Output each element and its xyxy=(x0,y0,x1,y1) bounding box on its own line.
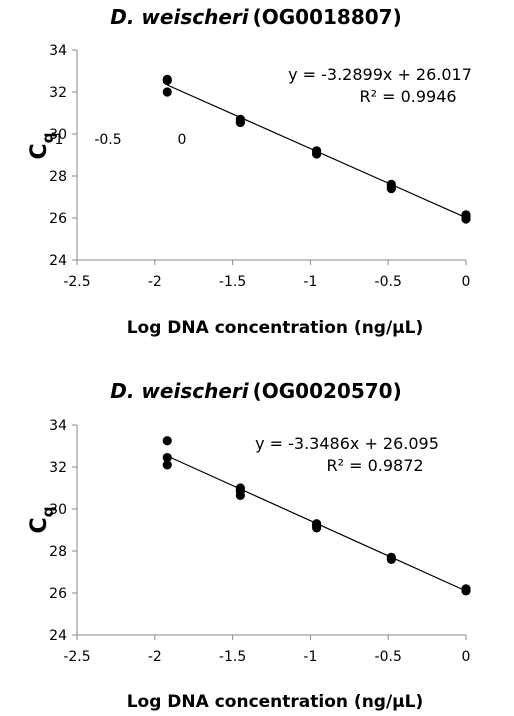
x-tick-label: 0 xyxy=(462,274,471,290)
data-point xyxy=(386,184,396,194)
x-tick-label: -2 xyxy=(148,274,162,290)
x-axis-label: Log DNA concentration (ng/µL) xyxy=(127,692,424,712)
x-tick-label: 0 xyxy=(462,649,471,665)
stray-label-1: 1 xyxy=(55,132,64,148)
y-tick-label: 24 xyxy=(49,253,67,269)
y-tick-label: 34 xyxy=(49,43,67,59)
data-point xyxy=(162,75,172,86)
data-point xyxy=(461,214,471,224)
tick-labels: 24 26 28 30 32 34 -2.5 -2 -1.5 -1 -0.5 0 xyxy=(49,418,470,665)
data-point xyxy=(386,554,396,565)
y-tick-label: 28 xyxy=(49,544,67,560)
data-point xyxy=(235,117,245,128)
x-tick-label: -2 xyxy=(148,649,162,665)
data-points xyxy=(162,436,471,596)
y-tick-label: 26 xyxy=(49,211,67,227)
x-tick-label: -1.5 xyxy=(219,274,246,290)
data-point xyxy=(162,436,172,446)
x-tick-label: -2.5 xyxy=(63,649,90,665)
trendline-equation: y = -3.3486x + 26.095 xyxy=(255,434,439,453)
x-tick-label: -2.5 xyxy=(63,274,90,290)
x-tick-label: -1 xyxy=(303,274,317,290)
data-point xyxy=(312,149,322,159)
axes xyxy=(72,424,467,640)
stray-label-0: 0 xyxy=(178,132,187,148)
y-tick-label: 34 xyxy=(49,418,67,434)
chart-title: D. weischeri (OG0020570) xyxy=(110,379,401,403)
y-tick-label: 32 xyxy=(49,460,67,476)
stray-label-minus-0-5: -0.5 xyxy=(94,132,121,148)
chart-title: D. weischeri (OG0018807) xyxy=(110,5,401,29)
x-tick-label: -1.5 xyxy=(219,649,246,665)
y-tick-label: 26 xyxy=(49,586,67,602)
x-tick-label: -0.5 xyxy=(375,649,402,665)
x-tick-label: -0.5 xyxy=(375,274,402,290)
chart-og0020570: D. weischeri (OG0020570) 24 26 28 30 32 34 -2.5… xyxy=(27,379,471,712)
y-tick-label: 30 xyxy=(49,502,67,518)
y-tick-label: 32 xyxy=(49,85,67,101)
x-tick-label: -1 xyxy=(303,649,317,665)
r-squared: R² = 0.9946 xyxy=(359,87,456,106)
y-tick-label: 28 xyxy=(49,169,67,185)
y-tick-label: 30 xyxy=(49,127,67,143)
tick-labels: 24 26 28 30 32 34 -2.5 -2 -1.5 -1 -0.5 0 xyxy=(49,43,470,290)
y-tick-label: 24 xyxy=(49,628,67,644)
chart-og0018807: D. weischeri (OG0018807) 24 26 28 30 32 34 -2.5… xyxy=(27,5,472,338)
data-point xyxy=(461,586,471,596)
r-squared: R² = 0.9872 xyxy=(326,456,423,475)
x-axis-label: Log DNA concentration (ng/µL) xyxy=(127,318,424,338)
data-point xyxy=(162,452,172,463)
y-axis-label: Cq xyxy=(27,507,57,534)
data-point xyxy=(162,87,172,97)
y-axis-label: Cq xyxy=(27,133,57,160)
trendline-equation: y = -3.2899x + 26.017 xyxy=(288,65,472,84)
data-point xyxy=(162,460,172,470)
data-point xyxy=(312,523,322,533)
axes xyxy=(72,49,467,265)
data-points xyxy=(162,74,471,224)
data-point xyxy=(235,490,245,500)
